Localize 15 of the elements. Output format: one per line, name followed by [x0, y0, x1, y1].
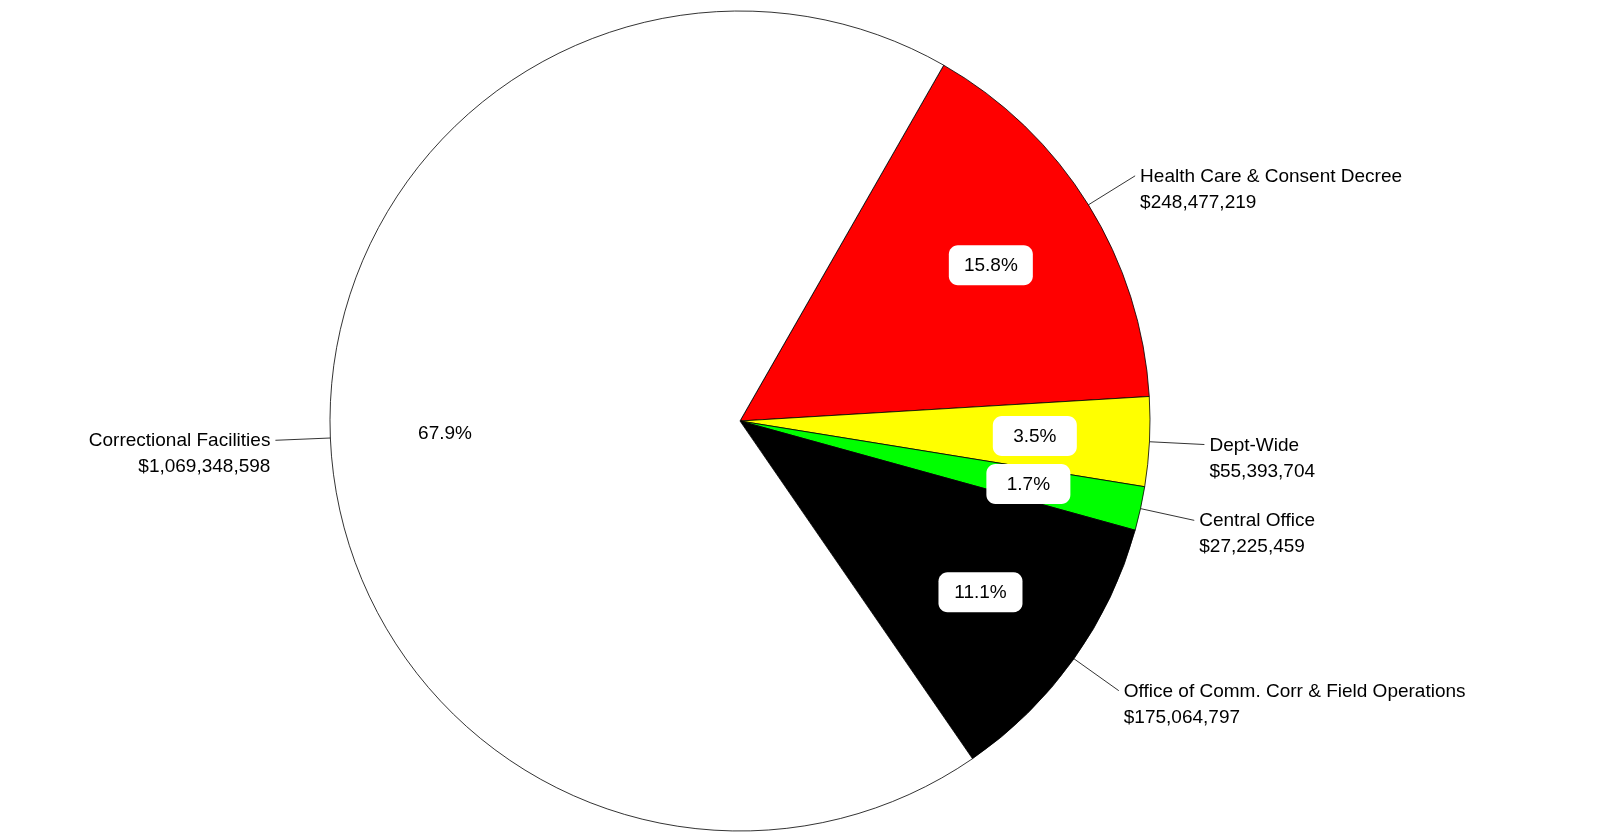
- text: 1.7%: [1006, 473, 1051, 495]
- text: 3.5%: [1013, 424, 1057, 446]
- data-label: $175,064,797: [1123, 705, 1241, 727]
- data-label: $248,477,219: [1140, 190, 1257, 212]
- text: 67.9%: [418, 422, 473, 444]
- data-label: $1,069,348,598: [138, 455, 271, 477]
- slice-label: Health Care & Consent Decree: [1140, 164, 1403, 186]
- data-label: $27,225,459: [1199, 535, 1305, 557]
- slice-label: Dept-Wide: [1209, 433, 1300, 455]
- slice-label: Correctional Facilities: [88, 429, 271, 451]
- slice-label: Central Office: [1199, 509, 1316, 531]
- data-label: $55,393,704: [1209, 459, 1316, 481]
- text: 11.1%: [954, 581, 1007, 603]
- slice-label: Office of Comm. Corr & Field Operations: [1123, 679, 1466, 701]
- text: 15.8%: [963, 254, 1018, 276]
